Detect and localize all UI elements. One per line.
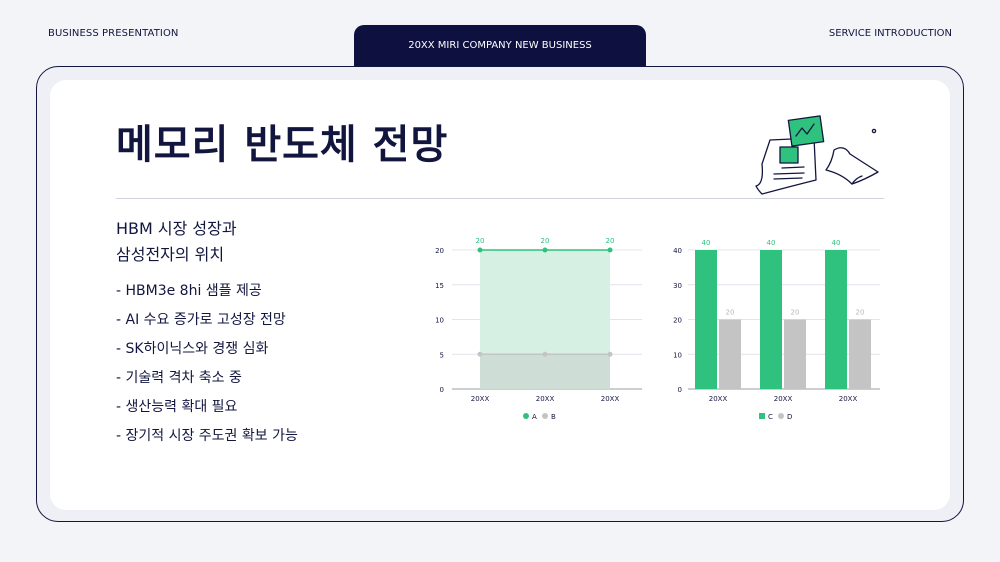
series-a-point	[542, 247, 548, 253]
header-right-label: SERVICE INTRODUCTION	[828, 28, 952, 39]
data-label: 20	[726, 309, 735, 317]
legend-marker-d	[778, 413, 784, 419]
area-chart: 0 5 10 15 20 20XX 20XX 20XX 20 20 20 A B	[435, 237, 642, 421]
series-a-point	[477, 247, 483, 253]
series-b-area	[480, 354, 610, 389]
data-label: 20	[856, 309, 865, 317]
subtitle-line-1: HBM 시장 성장과	[116, 219, 237, 238]
bullet-list: - HBM3e 8hi 샘플 제공 - AI 수요 증가로 고성장 전망 - S…	[116, 279, 298, 453]
bullet-item: - HBM3e 8hi 샘플 제공	[116, 283, 262, 299]
subtitle-line-2: 삼성전자의 위치	[116, 245, 225, 264]
data-label: 20	[476, 237, 485, 245]
y-tick-label: 5	[440, 351, 444, 359]
y-tick-label: 15	[435, 282, 444, 290]
data-label: 40	[767, 239, 776, 247]
y-tick-label: 20	[673, 317, 682, 325]
x-tick-label: 20XX	[536, 395, 555, 403]
bullet-item: - SK하이닉스와 경쟁 심화	[116, 341, 269, 357]
series-b-point	[542, 351, 548, 357]
data-label: 40	[832, 239, 841, 247]
bar-d	[784, 319, 806, 389]
legend-label: D	[787, 413, 792, 421]
legend-marker-b	[542, 413, 548, 419]
title-divider	[116, 198, 884, 199]
y-tick-label: 40	[673, 247, 682, 255]
bullet-item: - 생산능력 확대 필요	[116, 399, 238, 415]
legend-label: C	[768, 413, 773, 421]
slide-title: 메모리 반도체 전망	[116, 122, 449, 168]
legend-label: B	[551, 413, 556, 421]
header-tab: 20XX MIRI COMPANY NEW BUSINESS	[354, 25, 646, 67]
bar-c	[695, 250, 717, 389]
series-b-point	[607, 351, 613, 357]
series-b-point	[477, 351, 483, 357]
bar-c	[760, 250, 782, 389]
y-tick-label: 20	[435, 247, 444, 255]
bullet-item: - 기술력 격차 축소 중	[116, 370, 242, 386]
legend-label: A	[532, 413, 537, 421]
data-label: 40	[702, 239, 711, 247]
x-tick-label: 20XX	[471, 395, 490, 403]
data-label: 20	[541, 237, 550, 245]
y-tick-label: 0	[678, 386, 682, 394]
bar-chart: 0 10 20 30 40 20XX 20XX 20XX 40 40 40 20 20 20 C D	[673, 239, 880, 421]
x-tick-label: 20XX	[601, 395, 620, 403]
legend-marker-a	[523, 413, 529, 419]
slide-subtitle: HBM 시장 성장과 삼성전자의 위치	[116, 216, 336, 268]
data-label: 20	[606, 237, 615, 245]
bullet-item: - AI 수요 증가로 고성장 전망	[116, 312, 286, 328]
data-label: 20	[791, 309, 800, 317]
header-left-label: BUSINESS PRESENTATION	[48, 28, 179, 39]
y-tick-label: 10	[673, 351, 682, 359]
bullet-item: - 장기적 시장 주도권 확보 가능	[116, 428, 298, 444]
document-chart-illustration	[755, 115, 879, 195]
x-tick-label: 20XX	[839, 395, 858, 403]
x-tick-label: 20XX	[709, 395, 728, 403]
legend-marker-c	[759, 413, 765, 419]
bar-d	[719, 319, 741, 389]
bar-d	[849, 319, 871, 389]
x-tick-label: 20XX	[774, 395, 793, 403]
bar-c	[825, 250, 847, 389]
series-a-point	[607, 247, 613, 253]
y-tick-label: 30	[673, 282, 682, 290]
y-tick-label: 0	[440, 386, 444, 394]
y-tick-label: 10	[435, 317, 444, 325]
